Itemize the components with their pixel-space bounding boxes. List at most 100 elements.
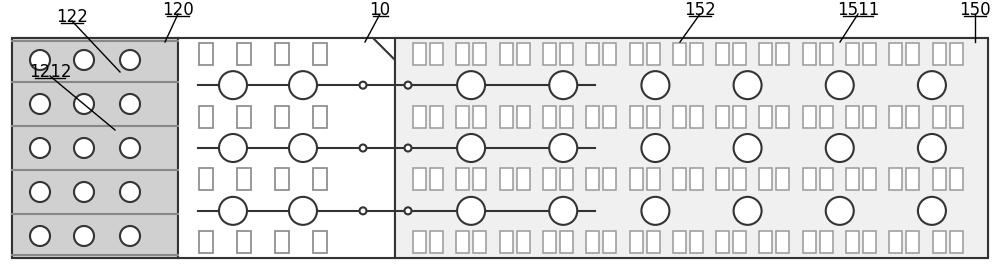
Bar: [473, 106, 486, 128]
Circle shape: [457, 134, 485, 162]
Bar: [820, 231, 833, 253]
Bar: [803, 168, 816, 190]
Bar: [517, 231, 530, 253]
Bar: [776, 231, 789, 253]
Circle shape: [120, 226, 140, 246]
Bar: [12, 38, 988, 258]
Bar: [863, 168, 876, 190]
Bar: [275, 168, 289, 190]
Bar: [275, 231, 289, 253]
Bar: [313, 231, 327, 253]
Bar: [733, 231, 746, 253]
Bar: [647, 43, 660, 65]
Bar: [12, 38, 178, 258]
Bar: [313, 43, 327, 65]
Circle shape: [826, 197, 854, 225]
Bar: [673, 43, 686, 65]
Circle shape: [74, 94, 94, 114]
Bar: [733, 168, 746, 190]
Circle shape: [30, 50, 50, 70]
Bar: [950, 43, 963, 65]
Bar: [237, 43, 251, 65]
Bar: [560, 168, 573, 190]
Bar: [456, 231, 469, 253]
Circle shape: [826, 134, 854, 162]
Circle shape: [734, 197, 762, 225]
Bar: [199, 43, 213, 65]
Circle shape: [826, 71, 854, 99]
Circle shape: [360, 207, 366, 214]
Bar: [716, 231, 729, 253]
Bar: [820, 106, 833, 128]
Circle shape: [120, 138, 140, 158]
Bar: [889, 231, 902, 253]
Circle shape: [74, 50, 94, 70]
Bar: [803, 231, 816, 253]
Bar: [275, 106, 289, 128]
Bar: [647, 231, 660, 253]
Bar: [950, 168, 963, 190]
Bar: [776, 168, 789, 190]
Circle shape: [457, 197, 485, 225]
Bar: [275, 43, 289, 65]
Bar: [199, 106, 213, 128]
Bar: [560, 106, 573, 128]
Bar: [630, 168, 643, 190]
Bar: [889, 43, 902, 65]
Bar: [456, 168, 469, 190]
Bar: [776, 106, 789, 128]
Circle shape: [120, 94, 140, 114]
Bar: [863, 43, 876, 65]
Bar: [846, 168, 859, 190]
Bar: [759, 231, 772, 253]
Text: 152: 152: [684, 1, 716, 19]
Text: 1511: 1511: [837, 1, 879, 19]
Bar: [716, 43, 729, 65]
Circle shape: [30, 94, 50, 114]
Bar: [500, 43, 513, 65]
Bar: [933, 106, 946, 128]
Bar: [560, 231, 573, 253]
Bar: [543, 231, 556, 253]
Circle shape: [549, 197, 577, 225]
Bar: [517, 43, 530, 65]
Bar: [906, 168, 919, 190]
Circle shape: [30, 138, 50, 158]
Text: 150: 150: [959, 1, 991, 19]
Bar: [543, 43, 556, 65]
Bar: [586, 168, 599, 190]
Bar: [630, 106, 643, 128]
Bar: [517, 168, 530, 190]
Bar: [237, 168, 251, 190]
Bar: [820, 168, 833, 190]
Bar: [716, 168, 729, 190]
Bar: [430, 106, 443, 128]
Bar: [500, 231, 513, 253]
Bar: [199, 168, 213, 190]
Bar: [413, 231, 426, 253]
Bar: [673, 168, 686, 190]
Bar: [395, 38, 988, 258]
Bar: [586, 231, 599, 253]
Bar: [313, 106, 327, 128]
Circle shape: [120, 50, 140, 70]
Bar: [456, 43, 469, 65]
Circle shape: [549, 134, 577, 162]
Bar: [863, 106, 876, 128]
Bar: [586, 106, 599, 128]
Bar: [950, 106, 963, 128]
Text: 1212: 1212: [29, 63, 71, 81]
Circle shape: [74, 182, 94, 202]
Circle shape: [74, 138, 94, 158]
Circle shape: [404, 207, 412, 214]
Circle shape: [30, 226, 50, 246]
Bar: [906, 106, 919, 128]
Circle shape: [734, 71, 762, 99]
Bar: [803, 43, 816, 65]
Bar: [863, 231, 876, 253]
Bar: [889, 168, 902, 190]
Bar: [906, 231, 919, 253]
Bar: [673, 106, 686, 128]
Bar: [560, 43, 573, 65]
Bar: [603, 43, 616, 65]
